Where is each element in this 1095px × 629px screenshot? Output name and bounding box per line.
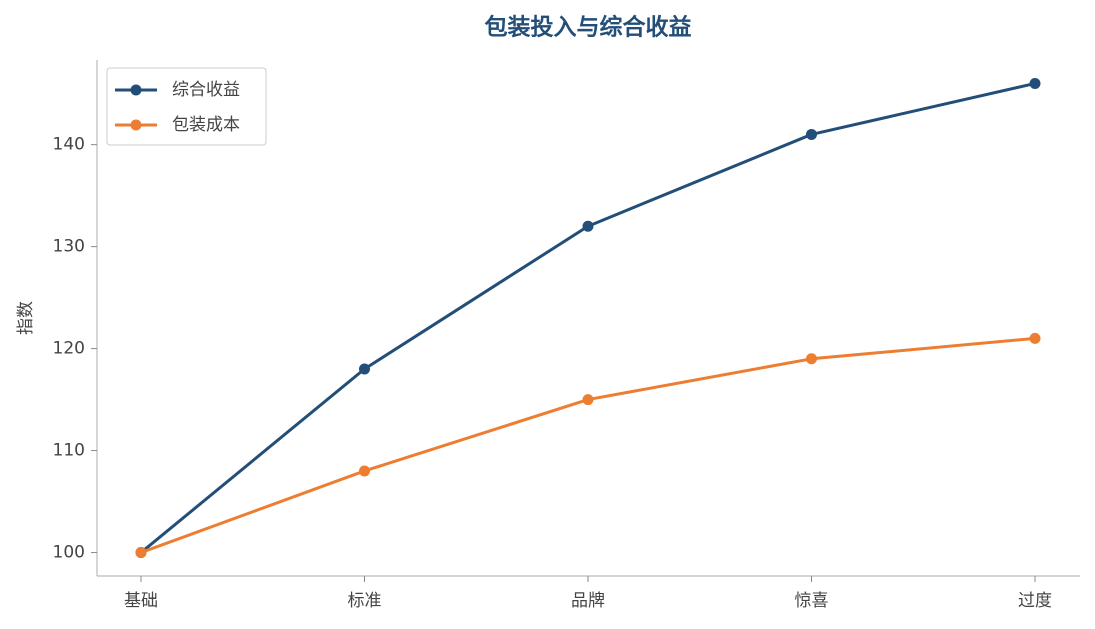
legend-marker (130, 84, 142, 96)
series-line (140, 81, 1036, 554)
y-tick-label: 140 (53, 135, 85, 155)
x-tick-label: 过度 (1018, 591, 1052, 611)
legend-marker (130, 119, 142, 131)
legend-label: 综合收益 (172, 80, 240, 100)
chart-title: 包装投入与综合收益 (485, 14, 692, 41)
y-tick-label: 130 (53, 237, 85, 257)
y-tick-label: 120 (53, 339, 85, 359)
data-point (1029, 77, 1041, 89)
x-tick-label: 标准 (348, 591, 382, 611)
x-tick-label: 惊喜 (795, 591, 829, 611)
data-point (582, 220, 594, 232)
data-point (135, 547, 147, 559)
data-point (582, 394, 594, 406)
y-axis-label: 指数 (16, 301, 36, 335)
data-point (806, 353, 817, 365)
x-tick-label: 品牌 (571, 591, 605, 611)
x-tick-label: 基础 (124, 591, 158, 611)
data-point (806, 128, 817, 140)
legend-label: 包装成本 (172, 115, 240, 135)
data-point (359, 363, 370, 375)
y-tick-label: 110 (53, 441, 85, 461)
data-point (1029, 332, 1041, 344)
y-tick-label: 100 (53, 543, 85, 563)
series-line (140, 336, 1036, 554)
data-point (359, 465, 370, 477)
